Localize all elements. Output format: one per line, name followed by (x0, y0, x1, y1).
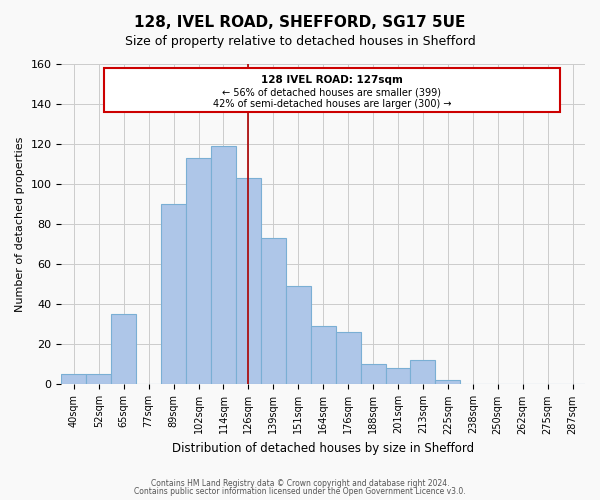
Text: 42% of semi-detached houses are larger (300) →: 42% of semi-detached houses are larger (… (212, 99, 451, 109)
Y-axis label: Number of detached properties: Number of detached properties (15, 136, 25, 312)
Bar (361, 364, 386, 384)
Bar (410, 360, 436, 384)
X-axis label: Distribution of detached houses by size in Shefford: Distribution of detached houses by size … (172, 442, 474, 455)
Text: 128, IVEL ROAD, SHEFFORD, SG17 5UE: 128, IVEL ROAD, SHEFFORD, SG17 5UE (134, 15, 466, 30)
Bar (335, 332, 361, 384)
Bar (61, 374, 86, 384)
Bar (236, 178, 261, 384)
Text: Contains public sector information licensed under the Open Government Licence v3: Contains public sector information licen… (134, 487, 466, 496)
Bar (186, 158, 211, 384)
Bar (211, 146, 236, 384)
Bar (311, 326, 335, 384)
Text: ← 56% of detached houses are smaller (399): ← 56% of detached houses are smaller (39… (223, 87, 442, 97)
Text: 128 IVEL ROAD: 127sqm: 128 IVEL ROAD: 127sqm (261, 75, 403, 85)
Bar (436, 380, 460, 384)
Bar (111, 314, 136, 384)
Bar (104, 68, 560, 112)
Bar (161, 204, 186, 384)
Text: Contains HM Land Registry data © Crown copyright and database right 2024.: Contains HM Land Registry data © Crown c… (151, 478, 449, 488)
Bar (386, 368, 410, 384)
Text: Size of property relative to detached houses in Shefford: Size of property relative to detached ho… (125, 35, 475, 48)
Bar (286, 286, 311, 384)
Bar (86, 374, 111, 384)
Bar (261, 238, 286, 384)
